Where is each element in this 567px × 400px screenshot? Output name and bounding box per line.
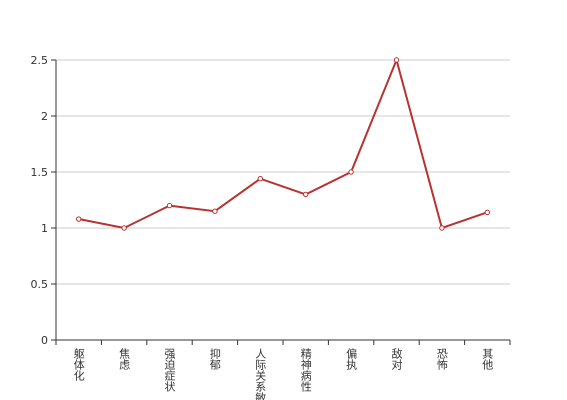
- point: [393, 57, 400, 63]
- point: [166, 202, 173, 209]
- point: [121, 225, 127, 231]
- x-tick-label: 躯体化: [72, 348, 85, 382]
- x-tick-label: 抑郁: [208, 347, 221, 370]
- point: [348, 169, 354, 175]
- x-tick-label: 焦虑: [118, 348, 131, 370]
- x-tick-label: 精神病性: [299, 348, 312, 393]
- x-tick-label: 其他: [481, 348, 494, 370]
- y-tick-label: 2.5: [31, 54, 49, 67]
- point: [212, 208, 218, 214]
- x-tick-label: 强迫症状: [163, 348, 176, 392]
- point: [76, 216, 82, 222]
- x-tick-label: 敌对: [390, 347, 403, 370]
- point: [257, 176, 263, 182]
- x-tick-label: 恐怖: [435, 348, 448, 370]
- x-tick-label: 人际关系敏感: [254, 348, 267, 400]
- x-tick-label: 偏执: [345, 347, 358, 371]
- point: [439, 225, 445, 231]
- y-tick-label: 1.5: [31, 166, 49, 179]
- y-tick-label: 1: [41, 222, 48, 235]
- point: [303, 191, 309, 198]
- line: [78, 56, 488, 230]
- point: [484, 209, 490, 216]
- y-tick-label: 0: [41, 334, 48, 347]
- y-tick-label: 2: [41, 110, 48, 123]
- y-tick-label: 0.5: [31, 278, 49, 291]
